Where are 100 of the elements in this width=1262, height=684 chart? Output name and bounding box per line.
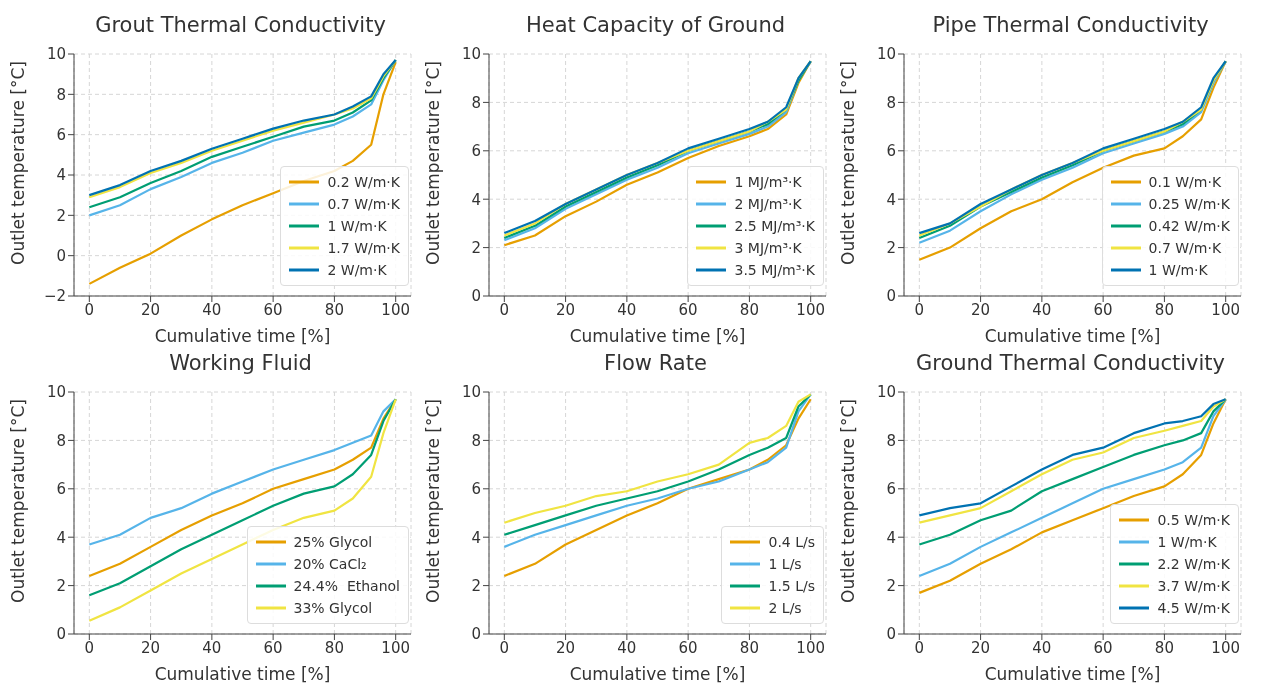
legend-label: 2 MJ/m³·K (734, 195, 802, 214)
y-tick-label: 2 (471, 576, 481, 595)
legend-label: 0.7 W/m·K (1148, 239, 1222, 258)
x-tick-label: 0 (499, 638, 510, 657)
legend-label: 1.5 L/s (768, 577, 815, 596)
x-tick-label: 60 (263, 638, 283, 657)
x-tick-label: 0 (499, 300, 510, 319)
x-axis-title: Cumulative time [%] (984, 326, 1161, 346)
legend-label: 3 MJ/m³·K (734, 239, 802, 258)
y-axis-title: Outlet temperature [°C] (838, 399, 859, 603)
legend-label: 20% CaCl₂ (293, 555, 367, 574)
x-tick-label: 0 (84, 638, 95, 657)
y-tick-label: −2 (43, 287, 66, 306)
y-tick-label: 10 (461, 45, 481, 64)
legend-label: 1 MJ/m³·K (734, 173, 802, 192)
x-tick-label: 80 (739, 300, 759, 319)
legend-label: 0.5 W/m·K (1157, 511, 1230, 530)
x-tick-label: 100 (796, 638, 825, 657)
x-tick-label: 80 (739, 638, 759, 657)
y-tick-label: 10 (876, 45, 896, 64)
x-tick-label: 100 (1211, 300, 1240, 319)
y-tick-label: 8 (471, 93, 481, 112)
legend-label: 1 W/m·K (327, 217, 387, 236)
x-tick-label: 20 (556, 638, 576, 657)
x-tick-label: 80 (1154, 300, 1174, 319)
y-tick-label: 8 (886, 93, 896, 112)
y-tick-label: 4 (56, 166, 66, 185)
y-tick-label: 8 (471, 431, 481, 450)
y-tick-label: 0 (471, 287, 481, 306)
legend-label: 1.7 W/m·K (327, 239, 400, 258)
legend-label: 1 W/m·K (1157, 533, 1217, 552)
y-axis-title: Outlet temperature [°C] (423, 61, 444, 265)
x-tick-label: 40 (202, 300, 222, 319)
legend-label: 33% Glycol (293, 599, 373, 618)
x-tick-label: 0 (84, 300, 95, 319)
legend-label: 2 L/s (768, 599, 802, 618)
legend-label: 3.5 MJ/m³·K (734, 261, 815, 280)
y-tick-label: 6 (471, 480, 481, 499)
y-tick-label: 10 (461, 383, 481, 402)
x-tick-label: 20 (141, 638, 161, 657)
y-axis-title: Outlet temperature [°C] (8, 399, 29, 603)
x-tick-label: 20 (971, 638, 991, 657)
x-tick-label: 0 (914, 300, 925, 319)
x-axis-title: Cumulative time [%] (154, 664, 331, 684)
x-tick-label: 80 (324, 638, 344, 657)
x-tick-label: 80 (1154, 638, 1174, 657)
y-tick-label: 6 (886, 480, 896, 499)
x-tick-label: 80 (324, 300, 344, 319)
legend-label: 0.7 W/m·K (327, 195, 400, 214)
y-tick-label: 0 (886, 625, 896, 644)
x-tick-label: 60 (678, 300, 698, 319)
legend-label: 1 W/m·K (1148, 261, 1208, 280)
x-tick-label: 60 (263, 300, 283, 319)
chart-title: Pipe Thermal Conductivity (931, 12, 1210, 39)
legend-label: 0.25 W/m·K (1148, 195, 1230, 214)
y-axis-title: Outlet temperature [°C] (838, 61, 859, 265)
x-tick-label: 40 (1032, 300, 1052, 319)
y-tick-label: 4 (886, 528, 896, 547)
x-tick-label: 100 (1211, 638, 1240, 657)
y-tick-label: 4 (471, 528, 481, 547)
y-axis-title: Outlet temperature [°C] (8, 61, 29, 265)
y-tick-label: 2 (471, 238, 481, 257)
x-tick-label: 20 (556, 300, 576, 319)
y-tick-label: 2 (886, 576, 896, 595)
legend-label: 0.42 W/m·K (1148, 217, 1230, 236)
y-tick-label: 8 (56, 431, 66, 450)
x-tick-label: 20 (141, 300, 161, 319)
y-tick-label: 0 (56, 625, 66, 644)
y-tick-label: 0 (886, 287, 896, 306)
x-tick-label: 100 (381, 300, 410, 319)
chart-title: Working Fluid (168, 350, 313, 377)
y-tick-label: 6 (56, 125, 66, 144)
legend-label: 0.4 L/s (768, 533, 815, 552)
y-tick-label: 4 (886, 190, 896, 209)
chart-title: Grout Thermal Conductivity (94, 12, 387, 39)
y-tick-label: 4 (56, 528, 66, 547)
legend-label: 2.5 MJ/m³·K (734, 217, 815, 236)
x-axis-title: Cumulative time [%] (569, 664, 746, 684)
legend-label: 0.2 W/m·K (327, 173, 400, 192)
legend-label: 4.5 W/m·K (1157, 599, 1230, 618)
y-tick-label: 6 (56, 480, 66, 499)
x-tick-label: 20 (971, 300, 991, 319)
y-tick-label: 10 (876, 383, 896, 402)
y-tick-label: 0 (56, 246, 66, 265)
x-tick-label: 100 (381, 638, 410, 657)
chart-title: Heat Capacity of Ground (524, 12, 787, 39)
y-tick-label: 10 (46, 45, 66, 64)
x-tick-label: 60 (1093, 638, 1113, 657)
legend-label: 3.7 W/m·K (1157, 577, 1230, 596)
x-axis-title: Cumulative time [%] (569, 326, 746, 346)
y-tick-label: 6 (886, 142, 896, 161)
y-tick-label: 8 (56, 85, 66, 104)
x-axis-title: Cumulative time [%] (984, 664, 1161, 684)
y-tick-label: 2 (886, 238, 896, 257)
x-tick-label: 60 (678, 638, 698, 657)
y-tick-label: 10 (46, 383, 66, 402)
legend-label: 1 L/s (768, 555, 802, 574)
legend-label: 2.2 W/m·K (1157, 555, 1230, 574)
x-tick-label: 0 (914, 638, 925, 657)
y-axis-title: Outlet temperature [°C] (423, 399, 444, 603)
